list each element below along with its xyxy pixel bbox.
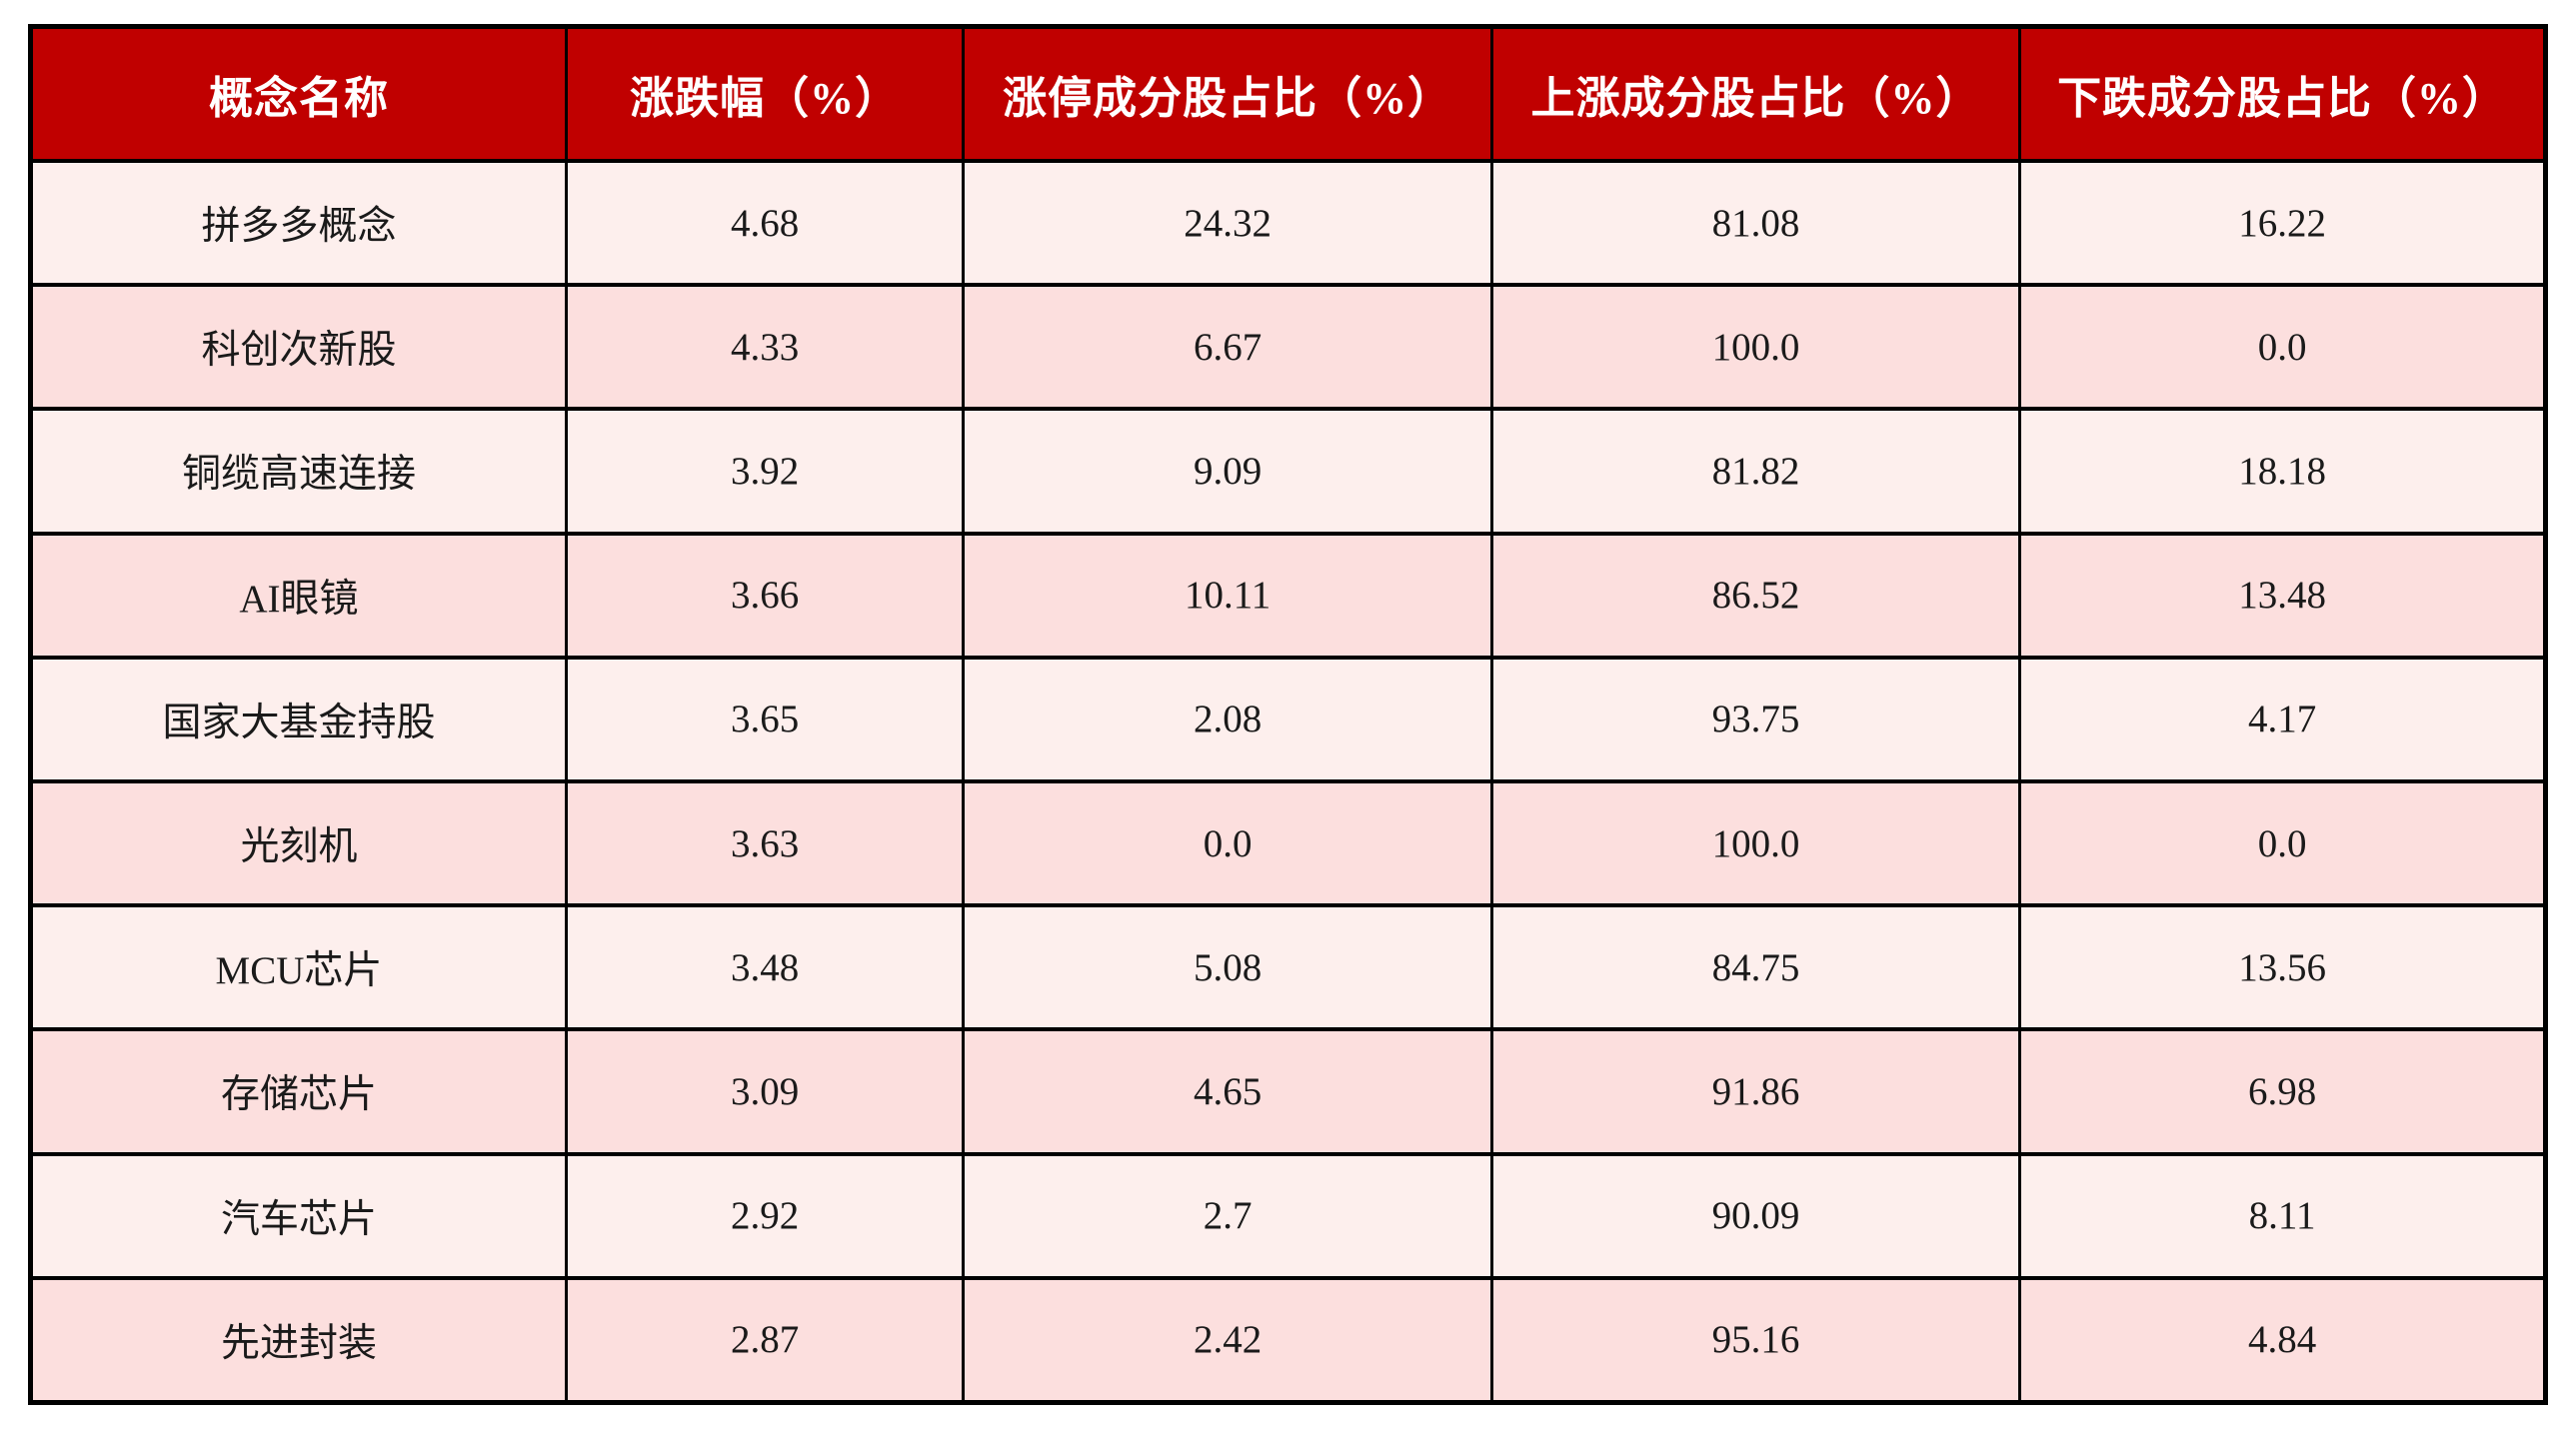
concept-name-cell: 汽车芯片 [29,1151,568,1280]
limit-up-ratio-cell: 2.7 [962,1151,1493,1280]
rising-ratio-cell: 84.75 [1489,903,2022,1032]
change-pct-cell: 3.65 [564,655,966,783]
concept-name-cell: MCU芯片 [29,903,568,1032]
change-pct-cell: 4.33 [564,283,966,412]
rising-ratio-cell: 86.52 [1489,531,2022,660]
column-header-rising-ratio: 上涨成分股占比（%） [1489,24,2022,163]
concept-name-cell: 科创次新股 [29,283,568,412]
table-row: 国家大基金持股 3.65 2.08 93.75 4.17 [29,655,2547,783]
rising-ratio-cell: 90.09 [1489,1151,2022,1280]
concept-name-cell: 拼多多概念 [29,158,568,288]
limit-up-ratio-cell: 5.08 [962,903,1493,1032]
falling-ratio-cell: 6.98 [2018,1027,2547,1156]
limit-up-ratio-cell: 10.11 [962,531,1493,660]
limit-up-ratio-cell: 2.42 [962,1275,1493,1405]
falling-ratio-cell: 18.18 [2018,407,2547,536]
concept-performance-table: 概念名称 涨跌幅（%） 涨停成分股占比（%） 上涨成分股占比（%） 下跌成分股占… [28,24,2548,1405]
falling-ratio-cell: 0.0 [2018,778,2547,908]
table-row: MCU芯片 3.48 5.08 84.75 13.56 [29,903,2547,1032]
rising-ratio-cell: 91.86 [1489,1027,2022,1156]
table-row: AI眼镜 3.66 10.11 86.52 13.48 [29,531,2547,660]
limit-up-ratio-cell: 6.67 [962,283,1493,412]
table-row: 先进封装 2.87 2.42 95.16 4.84 [29,1275,2547,1405]
falling-ratio-cell: 13.48 [2018,531,2547,660]
limit-up-ratio-cell: 9.09 [962,407,1493,536]
rising-ratio-cell: 81.08 [1489,158,2022,288]
table-row: 存储芯片 3.09 4.65 91.86 6.98 [29,1027,2547,1156]
concept-name-cell: 存储芯片 [29,1027,568,1156]
falling-ratio-cell: 13.56 [2018,903,2547,1032]
falling-ratio-cell: 4.84 [2018,1275,2547,1405]
limit-up-ratio-cell: 0.0 [962,778,1493,908]
change-pct-cell: 3.09 [564,1027,966,1156]
concept-name-cell: 光刻机 [29,778,568,908]
rising-ratio-cell: 100.0 [1489,283,2022,412]
table-row: 汽车芯片 2.92 2.7 90.09 8.11 [29,1151,2547,1280]
limit-up-ratio-cell: 24.32 [962,158,1493,288]
concept-name-cell: 先进封装 [29,1275,568,1405]
column-header-limit-up-ratio: 涨停成分股占比（%） [962,24,1493,163]
limit-up-ratio-cell: 2.08 [962,655,1493,783]
concept-name-cell: 国家大基金持股 [29,655,568,783]
falling-ratio-cell: 16.22 [2018,158,2547,288]
column-header-change-pct: 涨跌幅（%） [564,24,966,163]
change-pct-cell: 2.92 [564,1151,966,1280]
falling-ratio-cell: 4.17 [2018,655,2547,783]
change-pct-cell: 4.68 [564,158,966,288]
rising-ratio-cell: 100.0 [1489,778,2022,908]
change-pct-cell: 3.48 [564,903,966,1032]
column-header-concept-name: 概念名称 [29,24,568,163]
rising-ratio-cell: 95.16 [1489,1275,2022,1405]
column-header-falling-ratio: 下跌成分股占比（%） [2018,24,2547,163]
change-pct-cell: 3.66 [564,531,966,660]
rising-ratio-cell: 93.75 [1489,655,2022,783]
table-row: 铜缆高速连接 3.92 9.09 81.82 18.18 [29,407,2547,536]
table-row: 光刻机 3.63 0.0 100.0 0.0 [29,778,2547,908]
concept-name-cell: AI眼镜 [29,531,568,660]
falling-ratio-cell: 8.11 [2018,1151,2547,1280]
change-pct-cell: 2.87 [564,1275,966,1405]
limit-up-ratio-cell: 4.65 [962,1027,1493,1156]
table-row: 科创次新股 4.33 6.67 100.0 0.0 [29,283,2547,412]
rising-ratio-cell: 81.82 [1489,407,2022,536]
table-header: 概念名称 涨跌幅（%） 涨停成分股占比（%） 上涨成分股占比（%） 下跌成分股占… [29,24,2547,163]
table-body: 拼多多概念 4.68 24.32 81.08 16.22 科创次新股 4.33 … [29,158,2547,1405]
change-pct-cell: 3.92 [564,407,966,536]
change-pct-cell: 3.63 [564,778,966,908]
table-row: 拼多多概念 4.68 24.32 81.08 16.22 [29,158,2547,288]
concept-name-cell: 铜缆高速连接 [29,407,568,536]
header-row: 概念名称 涨跌幅（%） 涨停成分股占比（%） 上涨成分股占比（%） 下跌成分股占… [29,24,2547,163]
falling-ratio-cell: 0.0 [2018,283,2547,412]
